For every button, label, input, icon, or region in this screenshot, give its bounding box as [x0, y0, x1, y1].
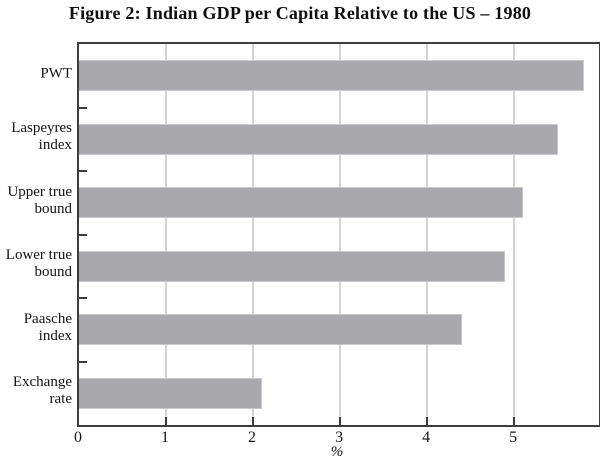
y-axis-tick: [79, 106, 87, 109]
category-label: Laspeyres index: [11, 120, 72, 154]
x-tick-label: 2: [248, 429, 257, 446]
x-axis-tick: [339, 417, 342, 425]
x-axis-tick: [252, 417, 255, 425]
category-label: Paasche index: [23, 310, 72, 344]
y-axis-tick: [79, 297, 87, 299]
figure-title: Figure 2: Indian GDP per Capita Relative…: [68, 3, 532, 23]
gridline-x-4: [426, 44, 429, 425]
gridline-x-2: [252, 44, 255, 425]
x-axis-tick: [513, 417, 516, 425]
x-tick-label: 4: [422, 429, 431, 446]
bar: [79, 314, 462, 346]
plot-area: [77, 42, 600, 427]
category-label: Lower true bound: [5, 247, 72, 281]
x-tick-label: 1: [161, 429, 170, 446]
gridline-x-3: [339, 44, 342, 425]
x-axis-tick: [426, 417, 429, 425]
x-axis-tick: [165, 417, 168, 425]
category-label: PWT: [40, 65, 72, 82]
category-label: Exchange rate: [12, 374, 72, 408]
x-tick-label: 3: [335, 429, 344, 446]
x-tick-label: 0: [74, 429, 82, 446]
category-label: Upper true bound: [7, 183, 72, 217]
x-tick-label: 5: [509, 429, 518, 446]
bar: [79, 187, 523, 219]
y-axis-tick: [79, 233, 87, 236]
bar: [79, 123, 558, 155]
bar: [79, 60, 584, 92]
gridline-x-1: [165, 44, 168, 425]
x-axis-title: %: [330, 444, 344, 460]
y-axis-tick: [79, 170, 87, 172]
y-axis-tick: [79, 360, 87, 363]
bar: [79, 377, 262, 409]
bar: [79, 250, 506, 282]
gridline-x-5: [513, 44, 516, 425]
